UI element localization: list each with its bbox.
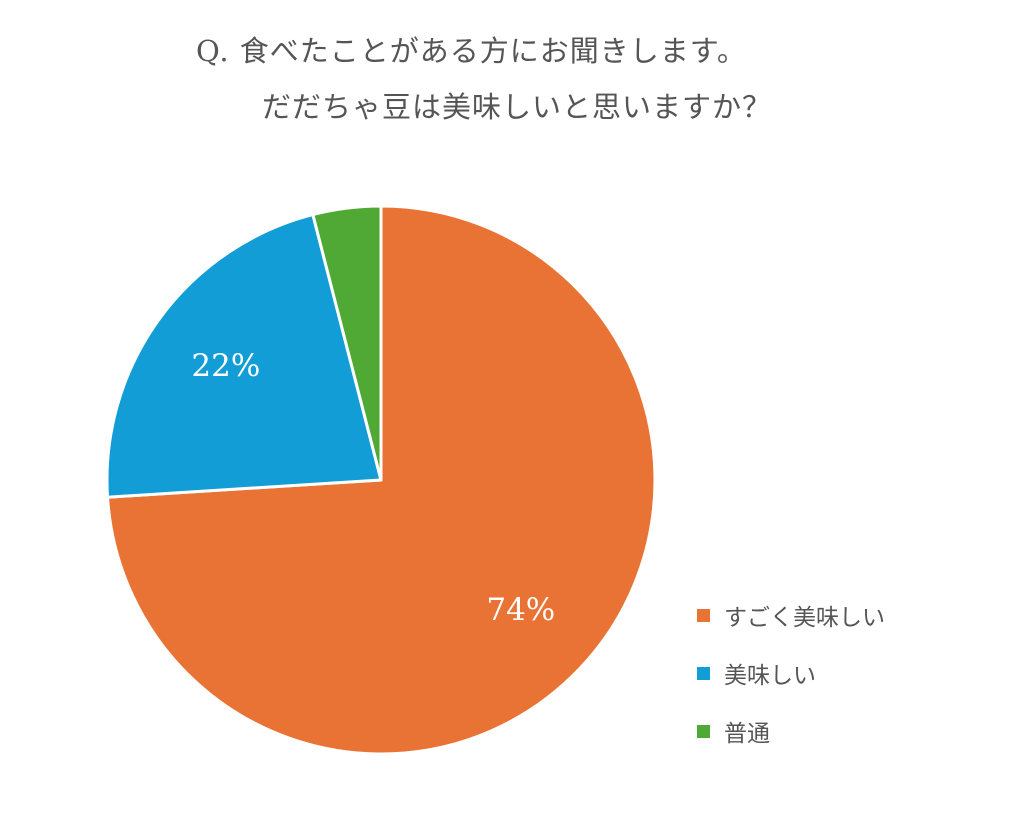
legend-swatch — [697, 724, 710, 738]
legend-item-delicious: 美味しい — [697, 658, 885, 689]
legend-label: すごく美味しい — [724, 605, 885, 631]
legend-label: 美味しい — [724, 663, 816, 689]
title-line-1: Q. 食べたことがある方にお聞きします。 — [196, 34, 747, 68]
pie-slice-delicious — [105, 213, 383, 499]
legend-label: 普通 — [724, 721, 770, 747]
slice-label-delicious: 22% — [191, 348, 260, 384]
legend-swatch — [697, 608, 710, 622]
pie-slice-normal — [311, 204, 383, 482]
legend-swatch — [697, 666, 710, 680]
legend-item-very-delicious: すごく美味しい — [697, 600, 885, 631]
legend: すごく美味しい 美味しい 普通 — [697, 600, 885, 774]
title-line-2: だだちゃ豆は美味しいと思いますか？ — [262, 90, 773, 124]
legend-item-normal: 普通 — [697, 716, 885, 747]
slice-label-very-delicious: 74% — [486, 592, 555, 628]
